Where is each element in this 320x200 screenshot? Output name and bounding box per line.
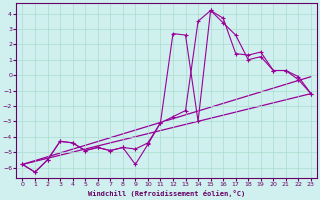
X-axis label: Windchill (Refroidissement éolien,°C): Windchill (Refroidissement éolien,°C) <box>88 190 245 197</box>
